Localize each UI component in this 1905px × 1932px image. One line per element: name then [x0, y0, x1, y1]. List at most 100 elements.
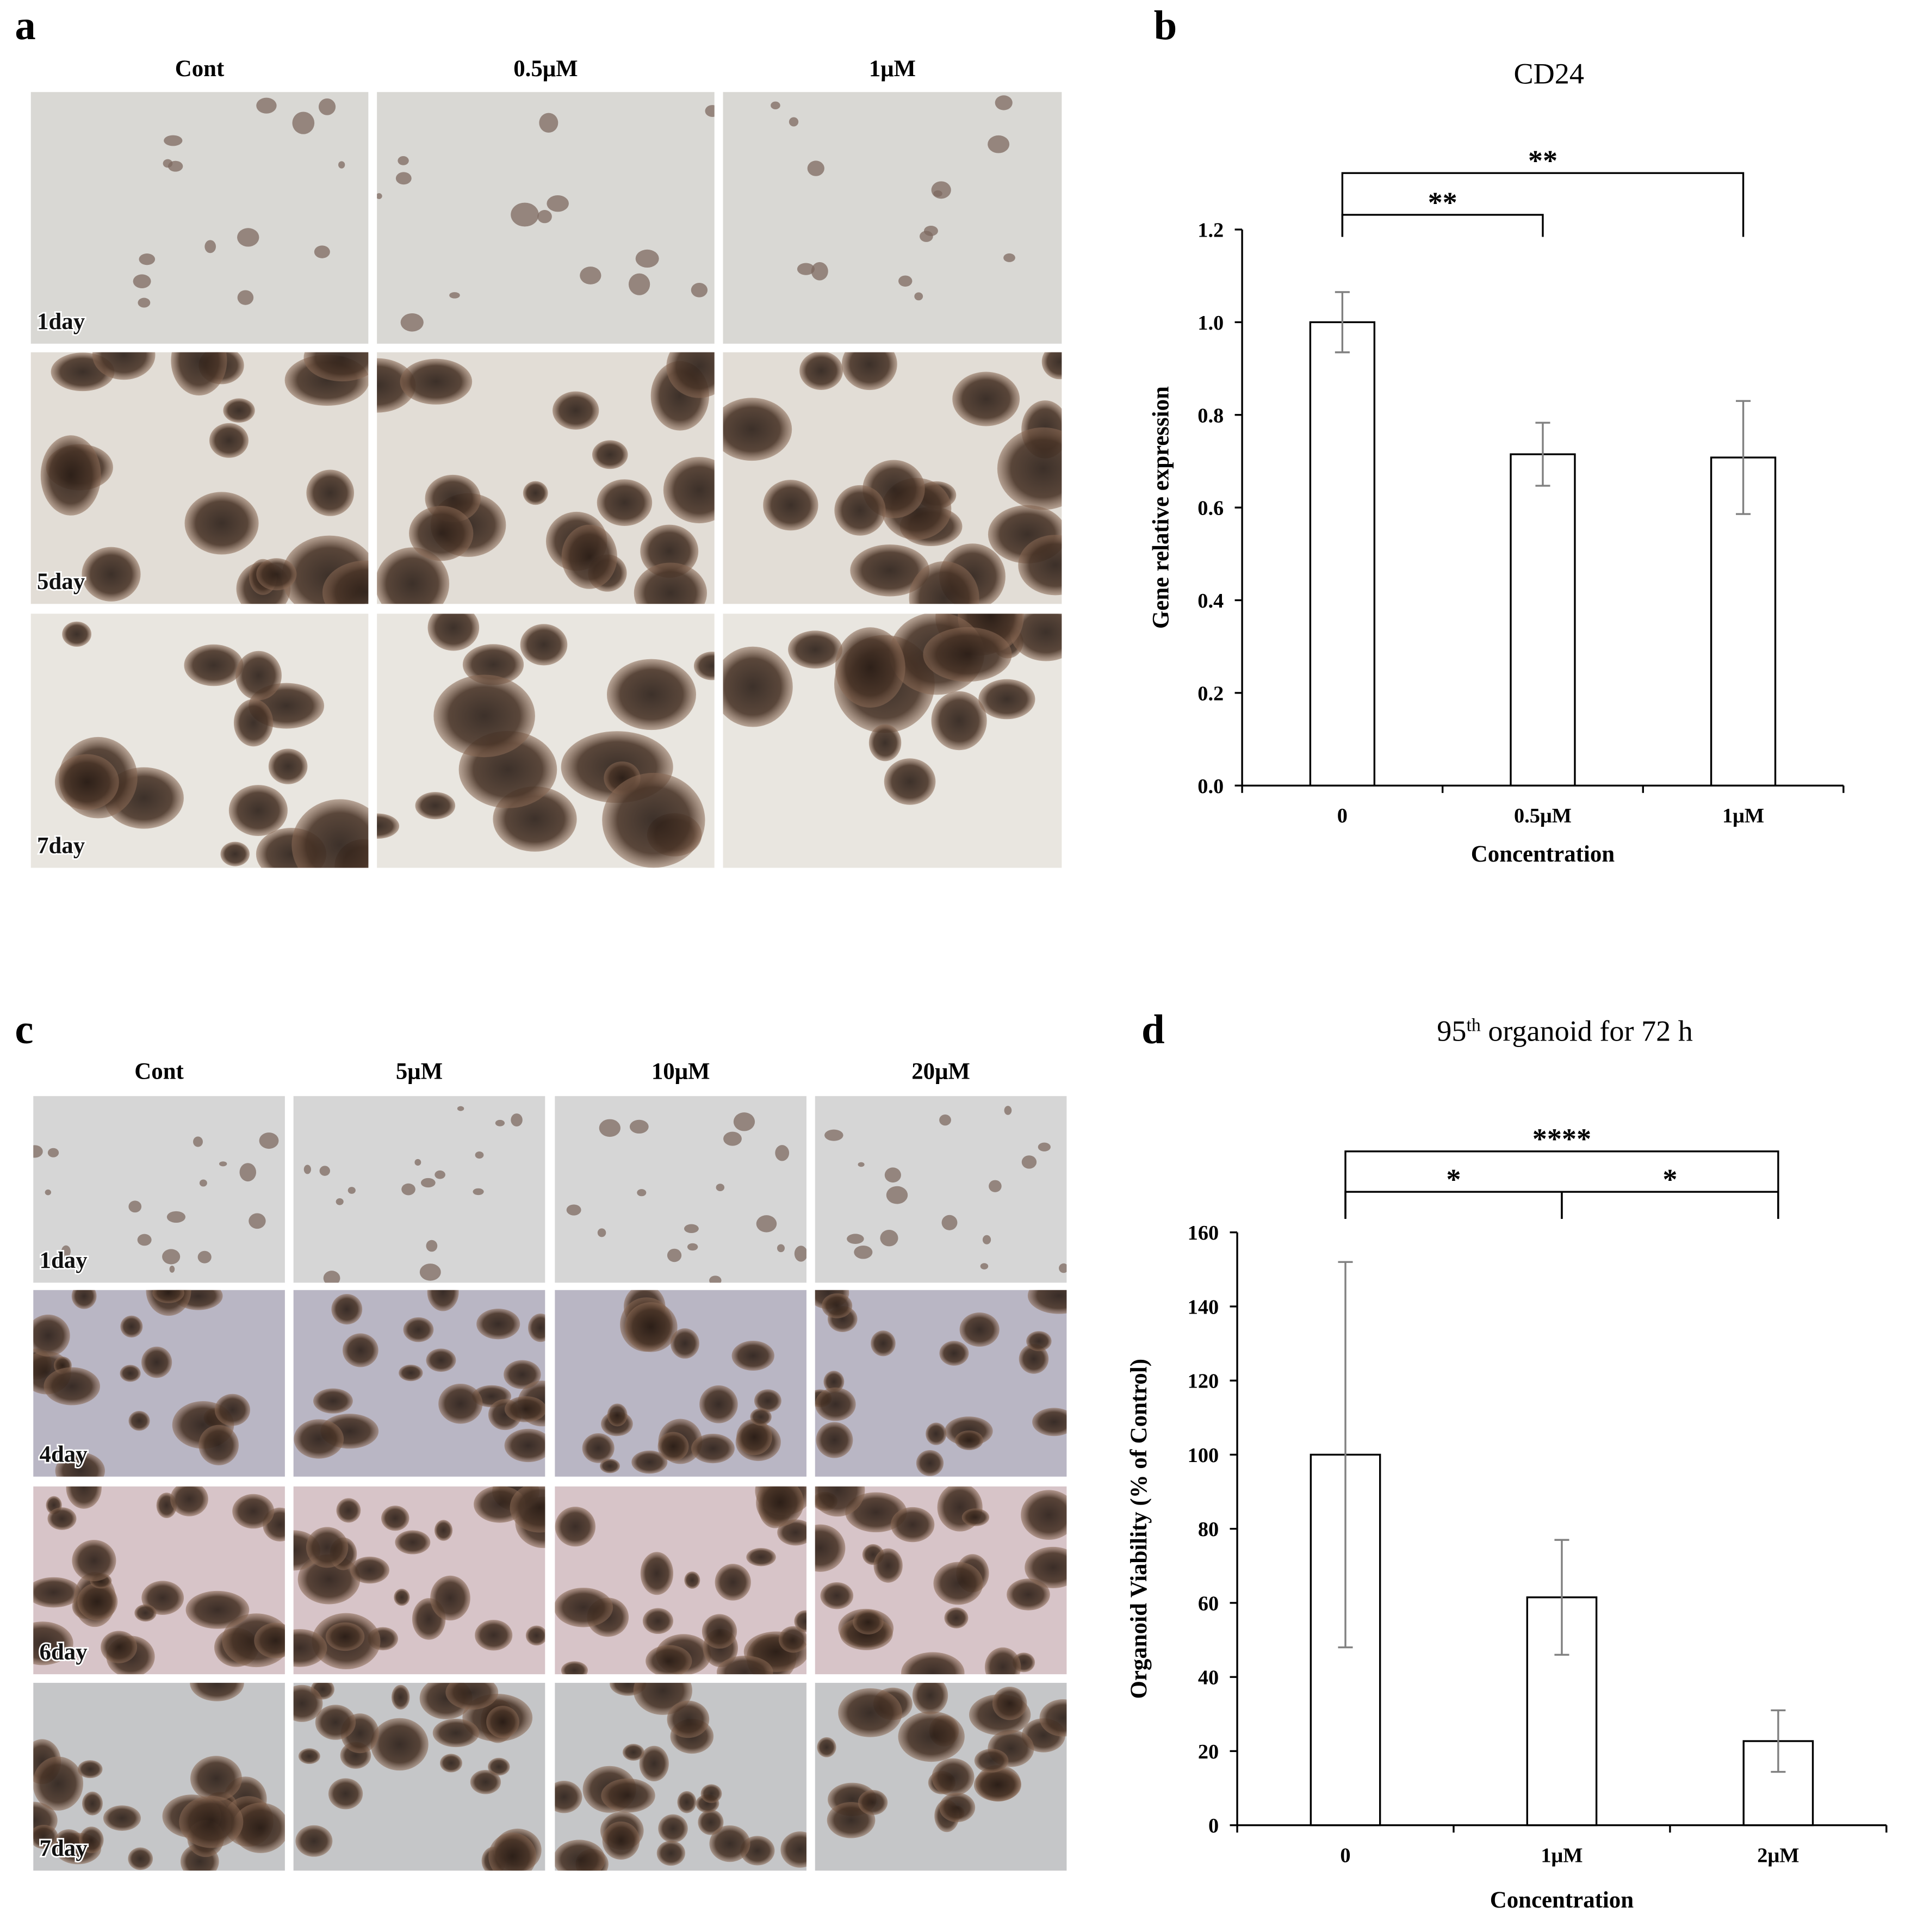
x-axis-title: Concentration [1490, 1887, 1634, 1913]
cell-cluster [170, 1486, 208, 1516]
cell-cluster [228, 785, 288, 836]
y-tick-label: 0 [1208, 1815, 1219, 1837]
cell-cluster [45, 1189, 52, 1196]
cell-cluster [336, 1498, 361, 1523]
y-tick-label: 80 [1198, 1518, 1219, 1541]
cell-cluster [835, 627, 905, 708]
cell-cluster [756, 1215, 777, 1233]
cell-cluster [961, 1508, 990, 1526]
y-tick-label: 40 [1198, 1667, 1219, 1689]
cell-cluster [171, 352, 227, 396]
cell-cluster [954, 1430, 984, 1451]
y-tick-label: 1.0 [1197, 312, 1224, 335]
cell-cluster [33, 1621, 73, 1665]
cell-cluster [33, 1314, 70, 1357]
cell-cluster [561, 1661, 588, 1675]
cell-cluster [486, 1706, 519, 1738]
cell-cluster [974, 1749, 1009, 1773]
cell-clusters [294, 1290, 545, 1463]
cell-cluster [634, 562, 707, 604]
cell-cluster [432, 1718, 480, 1748]
cell-cluster [370, 1718, 429, 1771]
x-tick-label: 2μM [1757, 1844, 1799, 1867]
cell-cluster [592, 440, 628, 469]
cell-cluster [141, 1346, 172, 1378]
cell-clusters [723, 352, 1062, 604]
cell-cluster [1041, 352, 1062, 380]
cell-clusters [723, 614, 1062, 805]
cell-cluster [923, 627, 1012, 682]
cell-cluster [931, 181, 951, 199]
cell-cluster [61, 1245, 71, 1258]
cell-cluster [101, 1631, 138, 1663]
cell-cluster [799, 352, 843, 390]
y-axis-title: Gene relative expression [1149, 386, 1174, 629]
cell-cluster [328, 1778, 363, 1810]
cell-cluster [834, 485, 886, 536]
cell-cluster [137, 1234, 152, 1246]
cell-clusters [377, 105, 715, 332]
cell-cluster [988, 135, 1010, 153]
cell-cluster [525, 1625, 545, 1646]
cell-cluster [415, 792, 456, 820]
cell-cluster [873, 1548, 903, 1583]
significance-bracket [1344, 1150, 1779, 1219]
cell-cluster [778, 1626, 806, 1653]
cell-cluster [166, 1211, 185, 1223]
significance-bracket [1341, 172, 1745, 237]
cell-cluster [445, 1682, 499, 1710]
y-tick-label: 0.6 [1197, 497, 1224, 520]
cell-cluster [33, 1577, 81, 1608]
cell-cluster [33, 1145, 43, 1158]
x-tick-label: 0 [1337, 804, 1348, 827]
cell-cluster [318, 98, 336, 115]
cell-cluster [547, 195, 569, 212]
cell-cluster [398, 156, 409, 165]
cell-cluster [847, 1234, 864, 1244]
cell-cluster [323, 1271, 340, 1283]
micrograph [815, 1096, 1067, 1283]
cell-cluster [628, 273, 650, 295]
cell-cluster [495, 1119, 505, 1126]
cell-cluster [868, 724, 902, 761]
y-tick-label: 160 [1188, 1222, 1219, 1244]
cell-cluster [475, 1151, 484, 1159]
cell-cluster [959, 1312, 1000, 1347]
cell-cluster [555, 1507, 596, 1547]
micrograph [555, 1096, 806, 1283]
cell-cluster [980, 1263, 989, 1270]
cell-cluster [220, 841, 250, 866]
row-label: 1day [40, 1248, 88, 1273]
cell-cluster [319, 1166, 330, 1176]
cell-cluster [381, 1506, 409, 1531]
cell-cluster [338, 161, 345, 169]
cell-cluster [185, 1590, 250, 1629]
x-axis-title: Concentration [1471, 841, 1615, 867]
cell-cluster [294, 1419, 344, 1459]
cell-clusters [133, 97, 345, 308]
cell-cluster [602, 1821, 640, 1860]
error-bar [1335, 291, 1350, 354]
cell-cluster [912, 1682, 948, 1715]
cell-cluster [763, 480, 818, 531]
cell-cluster [691, 1433, 735, 1464]
cell-cluster [214, 1394, 250, 1426]
cell-cluster [120, 1315, 143, 1337]
cell-clusters [54, 621, 369, 868]
cell-cluster [995, 95, 1013, 110]
cell-cluster [342, 1333, 378, 1367]
cell-cluster [775, 1145, 790, 1161]
cell-cluster [470, 1770, 501, 1794]
cell-cluster [184, 644, 244, 686]
cell-clusters [582, 1290, 781, 1474]
cell-cluster [92, 352, 156, 380]
cell-cluster [555, 1781, 582, 1813]
cell-cluster [152, 1290, 184, 1303]
cell-cluster [331, 1293, 363, 1325]
cell-cluster [120, 1365, 141, 1382]
cell-cluster [295, 1825, 333, 1857]
cell-cluster [128, 1200, 142, 1213]
cell-cluster [640, 1552, 674, 1595]
cell-cluster [249, 1213, 266, 1229]
cell-cluster [377, 193, 382, 199]
